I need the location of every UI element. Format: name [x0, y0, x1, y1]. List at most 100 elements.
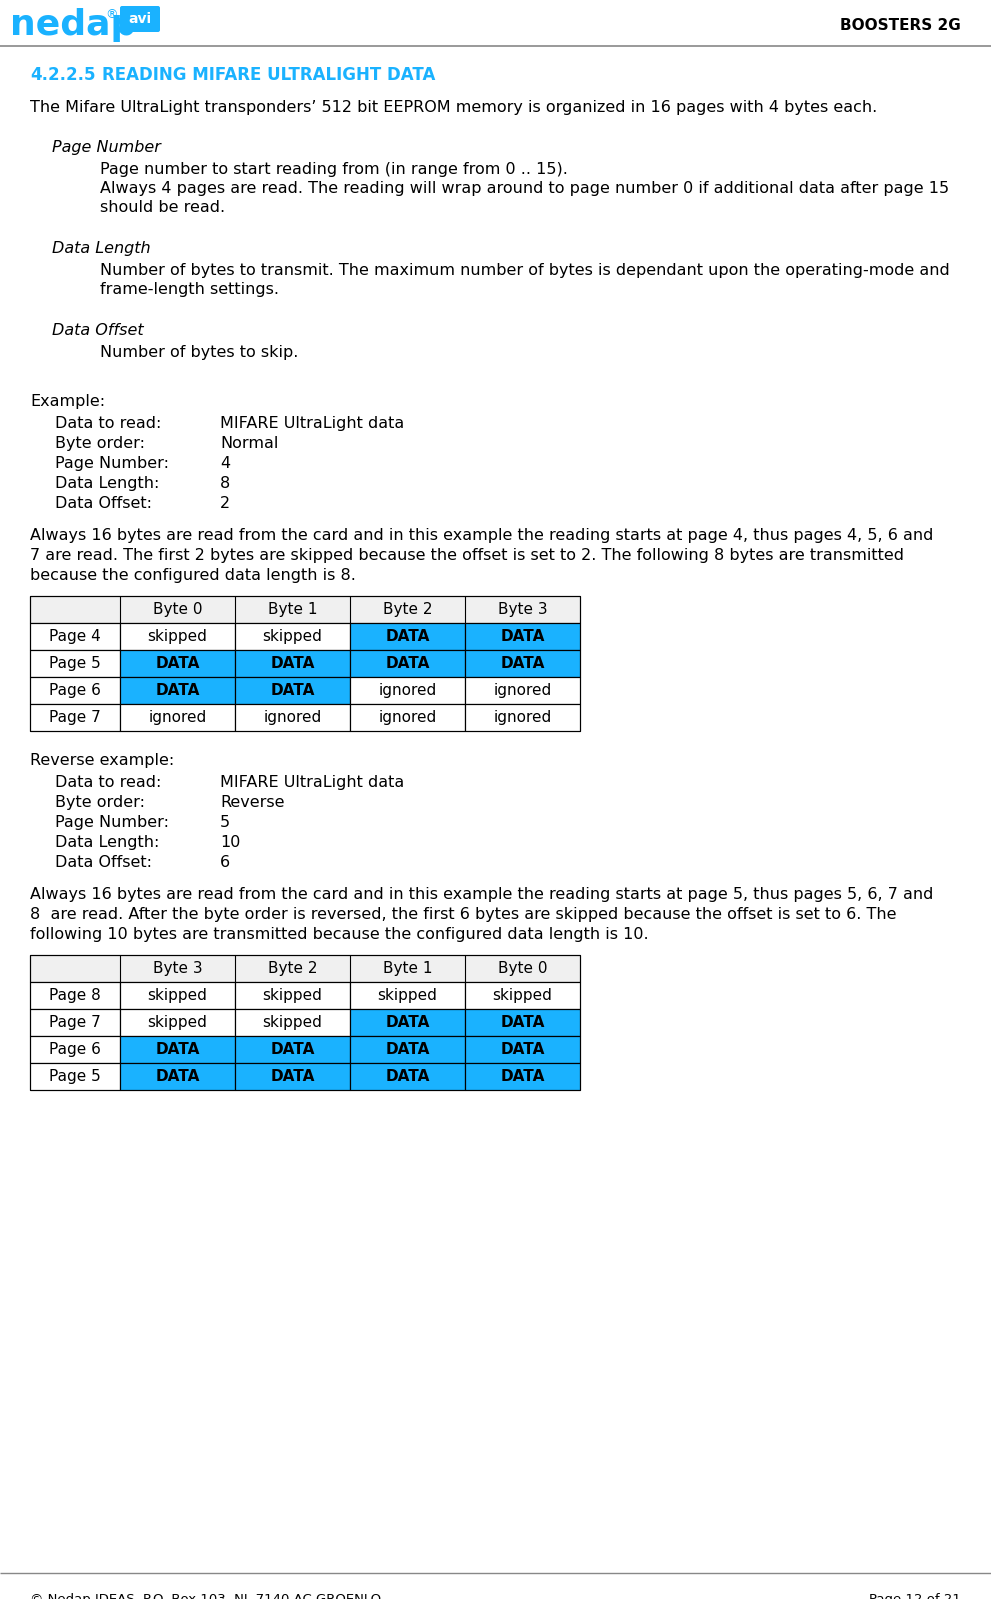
Bar [30, 1063, 120, 1091]
Text: Page 7: Page 7 [50, 710, 101, 724]
Text: Byte 0: Byte 0 [153, 601, 202, 617]
Text: DATA: DATA [271, 683, 315, 699]
Text: DATA: DATA [271, 1043, 315, 1057]
Bar [465, 624, 580, 651]
Text: avi: avi [129, 13, 152, 26]
Bar [235, 1036, 350, 1063]
Text: because the configured data length is 8.: because the configured data length is 8. [30, 568, 356, 584]
Bar [120, 704, 235, 731]
Bar [120, 1036, 235, 1063]
Text: DATA: DATA [500, 1070, 545, 1084]
Text: Always 16 bytes are read from the card and in this example the reading starts at: Always 16 bytes are read from the card a… [30, 887, 934, 902]
Text: 8  are read. After the byte order is reversed, the first 6 bytes are skipped bec: 8 are read. After the byte order is reve… [30, 907, 897, 923]
Bar [350, 1063, 465, 1091]
Text: Data to read:: Data to read: [55, 416, 162, 432]
Bar [235, 651, 350, 676]
Text: Byte 2: Byte 2 [383, 601, 432, 617]
Bar [465, 1036, 580, 1063]
Text: 6: 6 [220, 855, 230, 870]
Bar [120, 1009, 235, 1036]
Text: Page Number:: Page Number: [55, 815, 169, 830]
Text: ignored: ignored [264, 710, 322, 724]
Text: DATA: DATA [156, 1070, 200, 1084]
Bar [30, 982, 120, 1009]
Text: DATA: DATA [156, 656, 200, 672]
Text: Data Length:: Data Length: [55, 835, 160, 851]
Text: Byte order:: Byte order: [55, 437, 145, 451]
Bar [235, 1009, 350, 1036]
Text: DATA: DATA [385, 628, 430, 644]
Text: ignored: ignored [379, 683, 437, 699]
Bar [30, 676, 120, 704]
Bar [465, 651, 580, 676]
Text: nedap: nedap [10, 8, 137, 42]
Text: MIFARE UltraLight data: MIFARE UltraLight data [220, 776, 404, 790]
Bar [465, 1009, 580, 1036]
Text: ignored: ignored [494, 710, 552, 724]
Bar [30, 704, 120, 731]
Text: DATA: DATA [271, 656, 315, 672]
Text: The Mifare UltraLight transponders’ 512 bit EEPROM memory is organized in 16 pag: The Mifare UltraLight transponders’ 512 … [30, 101, 877, 115]
Bar [120, 1063, 235, 1091]
Text: Number of bytes to transmit. The maximum number of bytes is dependant upon the o: Number of bytes to transmit. The maximum… [100, 262, 949, 278]
Text: DATA: DATA [385, 1015, 430, 1030]
Text: © Nedap IDEAS, P.O. Box 103, NL-7140 AC GROENLO: © Nedap IDEAS, P.O. Box 103, NL-7140 AC … [30, 1593, 382, 1599]
Text: Page 4: Page 4 [50, 628, 101, 644]
Text: 5: 5 [220, 815, 230, 830]
Text: Reverse example:: Reverse example: [30, 753, 174, 768]
Text: Page 5: Page 5 [50, 1070, 101, 1084]
Bar [30, 651, 120, 676]
Text: skipped: skipped [148, 1015, 207, 1030]
Text: Page 12 of 21: Page 12 of 21 [869, 1593, 961, 1599]
Bar [120, 982, 235, 1009]
Text: DATA: DATA [500, 628, 545, 644]
Text: DATA: DATA [385, 1043, 430, 1057]
Text: DATA: DATA [385, 656, 430, 672]
Text: Data Length: Data Length [52, 241, 151, 256]
Text: ignored: ignored [149, 710, 207, 724]
Bar [465, 676, 580, 704]
Bar [465, 704, 580, 731]
Text: Page 7: Page 7 [50, 1015, 101, 1030]
Text: 2: 2 [220, 496, 230, 512]
Text: ignored: ignored [494, 683, 552, 699]
Bar [235, 624, 350, 651]
Text: Page Number: Page Number [52, 141, 161, 155]
Text: DATA: DATA [156, 683, 200, 699]
Text: 7 are read. The first 2 bytes are skipped because the offset is set to 2. The fo: 7 are read. The first 2 bytes are skippe… [30, 548, 904, 563]
Bar [350, 1009, 465, 1036]
Text: skipped: skipped [263, 1015, 322, 1030]
Text: skipped: skipped [378, 988, 437, 1003]
Text: skipped: skipped [263, 628, 322, 644]
Text: skipped: skipped [263, 988, 322, 1003]
Text: frame-length settings.: frame-length settings. [100, 281, 279, 297]
Bar [120, 676, 235, 704]
Text: 4.2.2.5: 4.2.2.5 [30, 66, 95, 85]
Text: 8: 8 [220, 477, 230, 491]
Text: Always 4 pages are read. The reading will wrap around to page number 0 if additi: Always 4 pages are read. The reading wil… [100, 181, 949, 197]
Text: Data Length:: Data Length: [55, 477, 160, 491]
Bar [465, 1063, 580, 1091]
Text: DATA: DATA [500, 1015, 545, 1030]
Text: Byte 3: Byte 3 [153, 961, 202, 975]
Text: DATA: DATA [156, 1043, 200, 1057]
Bar [30, 1036, 120, 1063]
Text: Byte 1: Byte 1 [383, 961, 432, 975]
Text: should be read.: should be read. [100, 200, 225, 214]
Bar [30, 624, 120, 651]
Text: Byte 3: Byte 3 [497, 601, 547, 617]
Text: Number of bytes to skip.: Number of bytes to skip. [100, 345, 298, 360]
Text: Byte 1: Byte 1 [268, 601, 317, 617]
Bar [235, 704, 350, 731]
Text: Byte 0: Byte 0 [497, 961, 547, 975]
Text: 10: 10 [220, 835, 241, 851]
Text: Page 8: Page 8 [50, 988, 101, 1003]
Text: ignored: ignored [379, 710, 437, 724]
Bar [235, 1063, 350, 1091]
Bar [30, 596, 580, 624]
Text: Byte 2: Byte 2 [268, 961, 317, 975]
Text: Page number to start reading from (in range from 0 .. 15).: Page number to start reading from (in ra… [100, 161, 568, 177]
Text: DATA: DATA [500, 1043, 545, 1057]
Bar [120, 624, 235, 651]
Bar [350, 676, 465, 704]
